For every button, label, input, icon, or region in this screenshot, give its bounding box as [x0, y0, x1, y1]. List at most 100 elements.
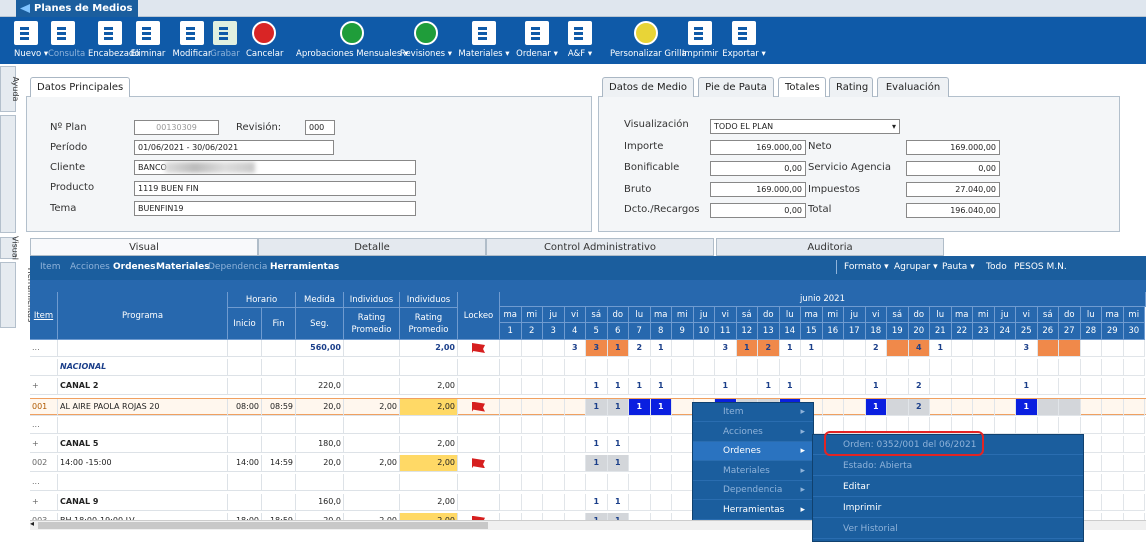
horizontal-scrollbar[interactable]: ◂ — [30, 519, 1146, 530]
day-cell[interactable]: 1 — [607, 455, 629, 473]
header-day-number-17[interactable]: 17 — [844, 323, 866, 340]
header-day-name-18[interactable]: vi — [865, 307, 887, 323]
day-cell[interactable] — [930, 398, 952, 416]
cell-lockeo[interactable] — [458, 493, 500, 511]
day-cell[interactable] — [500, 398, 522, 416]
cell-lockeo[interactable] — [458, 436, 500, 453]
impuestos-field[interactable]: 27.040,00 — [906, 182, 1000, 197]
header-day-name-12[interactable]: sá — [736, 307, 758, 323]
toolbar-button-exportar[interactable]: Exportar ▾ — [722, 20, 766, 62]
header-day-number-2[interactable]: 2 — [521, 323, 543, 340]
day-cell[interactable] — [1080, 455, 1102, 473]
header-day-number-16[interactable]: 16 — [822, 323, 844, 340]
header-programa[interactable]: Programa — [58, 292, 228, 340]
day-cell[interactable] — [1123, 398, 1145, 416]
toolbar-button-a-f[interactable]: A&F ▾ — [560, 20, 600, 62]
header-day-number-28[interactable]: 28 — [1080, 323, 1102, 340]
header-month[interactable]: junio 2021 — [500, 292, 1146, 307]
importe-field[interactable]: 169.000,00 — [710, 140, 806, 155]
scroll-left-icon[interactable]: ◂ — [30, 519, 35, 528]
tab-auditoria[interactable]: Auditoria — [716, 238, 944, 256]
day-cell[interactable] — [1102, 512, 1124, 520]
header-day-name-30[interactable]: mi — [1123, 307, 1145, 323]
header-day-number-22[interactable]: 22 — [951, 323, 973, 340]
submenu-item-imprimir[interactable]: Imprimir — [813, 498, 1083, 518]
day-cell[interactable]: 1 — [586, 398, 608, 416]
tab-datos-principales[interactable]: Datos Principales — [30, 77, 131, 97]
header-horario[interactable]: Horario — [228, 292, 296, 308]
header-day-name-1[interactable]: ma — [500, 307, 522, 323]
header-day-number-25[interactable]: 25 — [1016, 323, 1038, 340]
day-cell[interactable] — [1102, 398, 1124, 416]
day-cell[interactable]: 1 — [607, 512, 629, 520]
toolbar-button-modificar[interactable]: Modificar — [170, 20, 214, 62]
day-cell[interactable] — [844, 398, 866, 416]
day-cell[interactable] — [629, 455, 651, 473]
lock-flag-icon[interactable] — [472, 515, 485, 520]
header-day-number-5[interactable]: 5 — [586, 323, 608, 340]
header-day-number-12[interactable]: 12 — [736, 323, 758, 340]
tab-control-administrativo[interactable]: Control Administrativo — [486, 238, 714, 256]
table-row[interactable]: NACIONAL — [30, 359, 1146, 377]
header-day-name-5[interactable]: sá — [586, 307, 608, 323]
header-day-number-1[interactable]: 1 — [500, 323, 522, 340]
header-day-number-6[interactable]: 6 — [607, 323, 629, 340]
day-cell[interactable]: 1 — [1016, 398, 1038, 416]
header-day-number-7[interactable]: 7 — [629, 323, 651, 340]
header-day-name-16[interactable]: mi — [822, 307, 844, 323]
cell-lockeo[interactable] — [458, 416, 500, 434]
day-cell[interactable]: 1 — [607, 398, 629, 416]
header-day-number-29[interactable]: 29 — [1102, 323, 1124, 340]
cliente-field[interactable]: BANCO — [134, 160, 416, 175]
lock-flag-icon[interactable] — [472, 401, 485, 412]
header-day-number-20[interactable]: 20 — [908, 323, 930, 340]
header-day-number-9[interactable]: 9 — [672, 323, 694, 340]
toolbar-button-imprimir[interactable]: Imprimir — [680, 20, 720, 62]
header-day-name-11[interactable]: vi — [715, 307, 737, 323]
day-cell[interactable] — [1080, 398, 1102, 416]
action-formato[interactable]: Formato ▾ — [844, 262, 889, 272]
header-day-number-11[interactable]: 11 — [715, 323, 737, 340]
plan-field[interactable]: 00130309 — [134, 120, 219, 135]
day-cell[interactable]: 1 — [629, 398, 651, 416]
submenu-item-editar[interactable]: Editar — [813, 477, 1083, 497]
revision-field[interactable]: 000 — [305, 120, 335, 135]
toolbar-button-eliminar[interactable]: Eliminar — [128, 20, 168, 62]
tab-detalle[interactable]: Detalle — [258, 238, 486, 256]
header-item[interactable]: Item — [30, 292, 58, 340]
day-cell[interactable] — [973, 398, 995, 416]
header-day-name-4[interactable]: vi — [564, 307, 586, 323]
side-tab-configuraciones[interactable]: Configuraciones — [0, 115, 40, 233]
day-cell[interactable] — [522, 512, 543, 520]
day-cell[interactable] — [1102, 455, 1124, 473]
header-individuos-1[interactable]: Individuos — [344, 292, 400, 308]
day-cell[interactable] — [672, 455, 694, 473]
header-inicio[interactable]: Inicio — [228, 308, 262, 340]
header-day-name-20[interactable]: do — [908, 307, 930, 323]
day-cell[interactable] — [951, 398, 973, 416]
header-day-number-21[interactable]: 21 — [930, 323, 952, 340]
header-day-name-3[interactable]: ju — [543, 307, 565, 323]
header-day-name-19[interactable]: sá — [887, 307, 909, 323]
header-day-number-23[interactable]: 23 — [973, 323, 995, 340]
day-cell[interactable] — [1081, 512, 1102, 520]
day-cell[interactable] — [1123, 455, 1145, 473]
toolbar-button-aprobaciones-mensuales[interactable]: Aprobaciones Mensuales ▾ — [296, 20, 408, 62]
header-day-number-15[interactable]: 15 — [801, 323, 823, 340]
header-day-name-10[interactable]: ju — [693, 307, 715, 323]
day-cell[interactable]: 2 — [908, 398, 930, 416]
tab-rating[interactable]: Rating — [829, 77, 873, 97]
neto-field[interactable]: 169.000,00 — [906, 140, 1000, 155]
toolbar-button-cancelar[interactable]: Cancelar — [246, 20, 284, 62]
lock-flag-icon[interactable] — [472, 458, 485, 469]
dcto-field[interactable]: 0,00 — [710, 203, 806, 218]
cell-lockeo[interactable] — [458, 512, 500, 520]
tab-evaluacion[interactable]: Evaluación — [877, 77, 949, 97]
toolbar-button-nuevo[interactable]: Nuevo ▾ — [14, 20, 48, 62]
day-cell[interactable] — [500, 455, 522, 473]
day-cell[interactable] — [543, 398, 565, 416]
table-row[interactable]: + CANAL 2 220,0 2,00 1 1 1 1 1 1 1 1 2 1 — [30, 378, 1146, 396]
day-cell[interactable] — [822, 398, 844, 416]
bruto-field[interactable]: 169.000,00 — [710, 182, 806, 197]
day-cell[interactable]: 1 — [650, 398, 672, 416]
